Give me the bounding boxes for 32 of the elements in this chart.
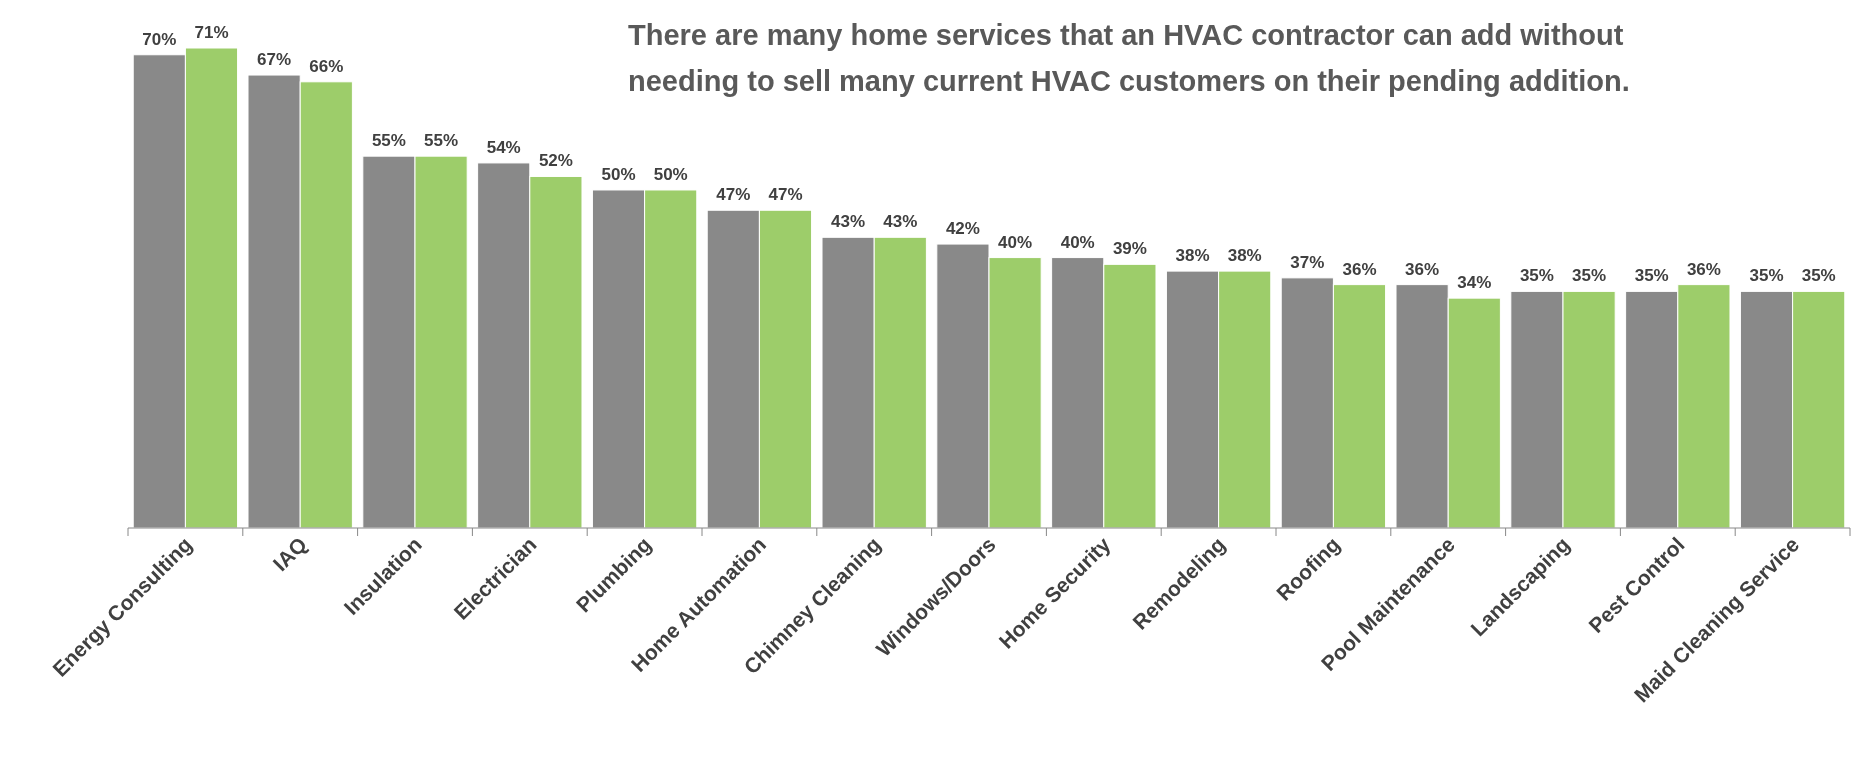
- data-label: 50%: [653, 164, 688, 184]
- chart-title: There are many home services that an HVAC contractor can add without needing to sell many current HVAC customers on their pending addition.: [628, 18, 1631, 99]
- data-label: 50%: [601, 164, 636, 184]
- data-label: 34%: [1457, 273, 1492, 293]
- data-label: 39%: [1112, 239, 1147, 259]
- data-label: 35%: [1634, 266, 1669, 286]
- data-label: 43%: [831, 212, 866, 232]
- data-label: 35%: [1572, 266, 1607, 286]
- data-label: 70%: [142, 29, 177, 49]
- x-tick-label: IAQ: [268, 532, 312, 576]
- data-label: 47%: [768, 185, 803, 205]
- data-label: 54%: [486, 137, 521, 157]
- data-label: 43%: [883, 212, 918, 232]
- data-label: 36%: [1342, 259, 1377, 279]
- data-label: 66%: [309, 56, 344, 76]
- data-label: 35%: [1801, 266, 1836, 286]
- data-label: 40%: [998, 232, 1033, 252]
- data-label: 42%: [945, 219, 980, 239]
- data-label: 35%: [1519, 266, 1554, 286]
- data-label: 55%: [424, 131, 459, 151]
- data-label: 67%: [257, 50, 292, 70]
- data-label: 47%: [716, 185, 751, 205]
- data-label: 38%: [1175, 246, 1210, 266]
- data-label: 36%: [1686, 259, 1721, 279]
- data-label: 38%: [1227, 246, 1262, 266]
- data-label: 55%: [371, 131, 406, 151]
- data-label: 35%: [1749, 266, 1784, 286]
- data-label: 71%: [194, 23, 229, 42]
- data-label: 36%: [1405, 259, 1440, 279]
- data-label: 52%: [538, 151, 573, 171]
- data-label: 37%: [1290, 252, 1325, 272]
- data-label: 40%: [1060, 232, 1095, 252]
